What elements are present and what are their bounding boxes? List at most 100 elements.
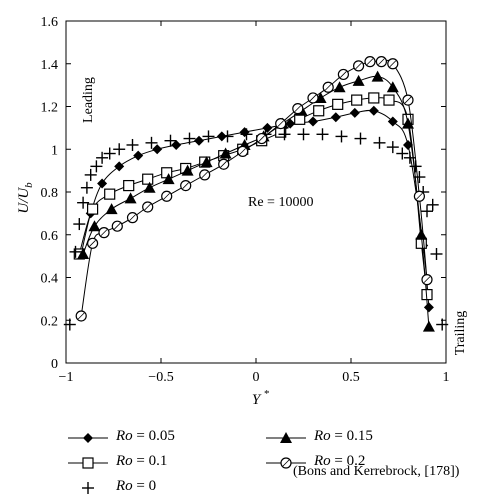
axis-ticks bbox=[65, 20, 447, 364]
legend-item-ro-0: Ro = 0 bbox=[66, 478, 226, 500]
data-point bbox=[84, 168, 97, 181]
data-point bbox=[86, 203, 99, 215]
data-point bbox=[386, 81, 399, 93]
data-point bbox=[333, 81, 346, 93]
x-tick-label: −1 bbox=[59, 370, 74, 385]
data-point bbox=[80, 181, 93, 194]
legend-item-ro-01: Ro = 0.1 bbox=[66, 453, 226, 475]
plus-icon bbox=[82, 482, 94, 494]
data-point bbox=[402, 94, 414, 106]
legend-label: Ro = 0.05 bbox=[116, 428, 175, 444]
data-point bbox=[142, 201, 154, 213]
data-point bbox=[88, 220, 101, 232]
data-point bbox=[237, 145, 249, 157]
x-axis-label: Y bbox=[252, 392, 262, 408]
data-point bbox=[111, 220, 123, 232]
open-circle-icon bbox=[266, 457, 306, 469]
legend-label: Ro = 0.15 bbox=[314, 428, 373, 444]
data-point bbox=[423, 302, 434, 313]
data-point bbox=[426, 198, 439, 211]
data-point bbox=[162, 173, 175, 185]
series-ro-0 bbox=[63, 128, 449, 331]
y-tick-label: 1.4 bbox=[41, 58, 59, 73]
data-point bbox=[86, 237, 99, 249]
data-point bbox=[202, 130, 215, 143]
data-point bbox=[126, 212, 139, 224]
data-point bbox=[422, 320, 435, 332]
data-point bbox=[194, 135, 204, 146]
data-point bbox=[307, 92, 319, 104]
legend-label: Ro = 0.1 bbox=[116, 453, 168, 469]
data-point bbox=[97, 178, 108, 189]
data-point bbox=[368, 92, 380, 104]
y-tick-label: 0 bbox=[51, 357, 58, 372]
x-tick-label: 0 bbox=[253, 370, 260, 385]
data-point bbox=[373, 136, 386, 149]
data-point bbox=[104, 188, 116, 200]
x-axis-label-superscript: * bbox=[264, 388, 270, 400]
data-point bbox=[145, 136, 158, 149]
data-point bbox=[386, 141, 399, 154]
data-point bbox=[297, 128, 310, 141]
data-point bbox=[351, 94, 363, 106]
legend: Ro = 0.05 Ro = 0.1 Ro = 0 Ro = 0.15 Ro =… bbox=[0, 420, 485, 500]
data-point bbox=[181, 164, 194, 176]
series-ro-0-2 bbox=[75, 56, 433, 322]
data-point bbox=[349, 107, 360, 118]
data-point bbox=[421, 205, 433, 218]
data-point bbox=[103, 147, 116, 160]
data-point bbox=[123, 179, 135, 192]
data-point bbox=[161, 190, 173, 202]
reynolds-annotation: Re = 10000 bbox=[248, 195, 313, 210]
chart-svg: 00.20.40.60.811.21.41.6 −1 −0.5 0 0.5 1 Y * … bbox=[16, 15, 468, 408]
data-point bbox=[278, 128, 291, 141]
data-point bbox=[415, 237, 427, 249]
data-point bbox=[219, 147, 232, 159]
data-point bbox=[387, 116, 398, 127]
data-point bbox=[133, 150, 144, 161]
data-point bbox=[330, 112, 341, 123]
data-point bbox=[292, 103, 304, 115]
legend-item-ro-015: Ro = 0.15 bbox=[264, 428, 424, 450]
data-point bbox=[413, 190, 425, 202]
data-point bbox=[383, 94, 395, 106]
series-layer bbox=[63, 56, 449, 332]
legend-label: Ro = 0 bbox=[116, 478, 157, 494]
y-tick-label: 1.2 bbox=[41, 101, 59, 116]
data-point bbox=[375, 56, 387, 68]
data-point bbox=[387, 58, 399, 70]
data-point bbox=[285, 118, 296, 129]
data-point bbox=[332, 98, 344, 110]
data-point bbox=[199, 169, 211, 181]
data-point bbox=[77, 247, 90, 259]
data-point bbox=[240, 128, 253, 141]
data-point bbox=[171, 139, 182, 150]
data-point bbox=[221, 130, 234, 143]
data-point bbox=[256, 132, 268, 145]
data-point bbox=[218, 158, 230, 170]
data-point bbox=[124, 192, 137, 204]
data-point bbox=[337, 68, 349, 81]
data-point bbox=[316, 128, 329, 141]
data-point bbox=[105, 203, 118, 215]
data-point bbox=[421, 274, 433, 286]
data-point bbox=[322, 81, 334, 93]
filled-triangle-icon bbox=[266, 432, 306, 443]
data-point bbox=[239, 127, 250, 138]
x-tick-label: 1 bbox=[443, 370, 450, 385]
y-tick-label: 1.6 bbox=[41, 15, 59, 30]
x-tick-label: 0.5 bbox=[342, 370, 360, 385]
data-point bbox=[308, 116, 318, 127]
data-point bbox=[152, 144, 163, 155]
x-tick-label: −0.5 bbox=[148, 370, 173, 385]
data-point bbox=[430, 247, 443, 260]
data-point bbox=[294, 113, 306, 125]
y-axis-label: U/Ub bbox=[16, 182, 35, 214]
trailing-annotation: Trailing bbox=[453, 311, 468, 356]
x-tick-labels: −1 −0.5 0 0.5 1 bbox=[59, 370, 450, 385]
data-point bbox=[364, 56, 376, 68]
data-point bbox=[396, 147, 409, 160]
data-point bbox=[73, 218, 86, 231]
data-point bbox=[353, 60, 365, 72]
data-point bbox=[77, 196, 90, 209]
